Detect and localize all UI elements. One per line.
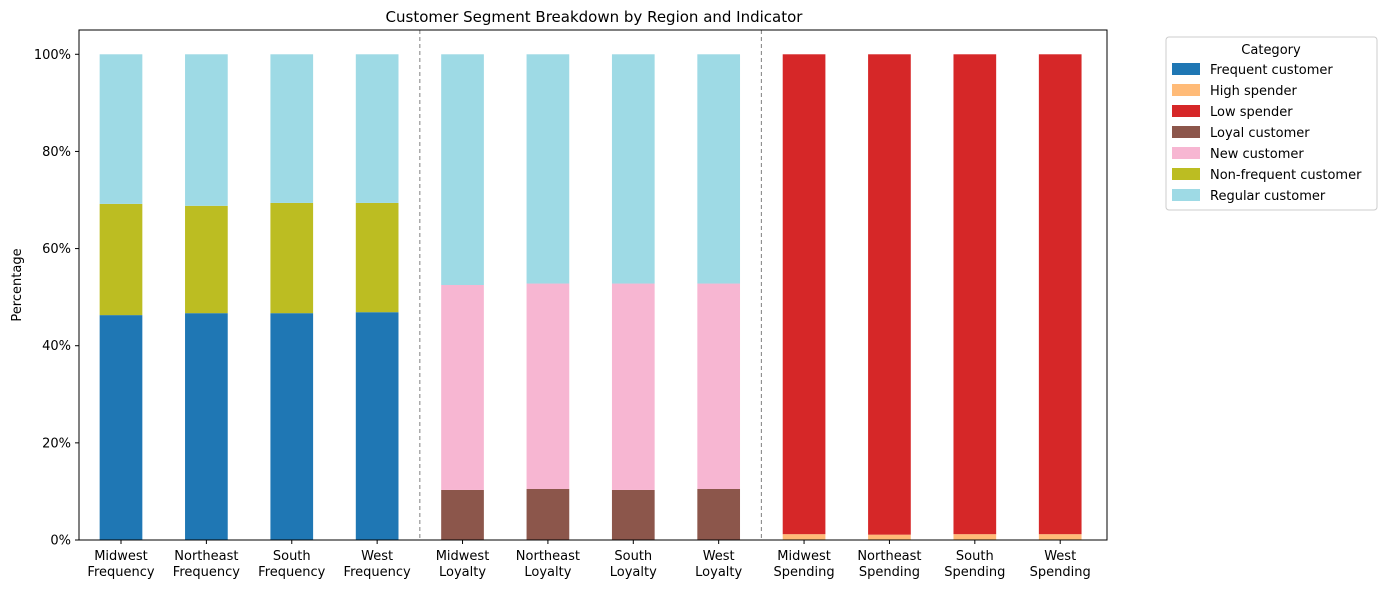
legend-swatch: [1172, 63, 1200, 75]
x-tick-label: West Spending: [1030, 549, 1091, 580]
legend-label: Loyal customer: [1210, 126, 1310, 141]
bar-segment: [1038, 54, 1082, 535]
legend-swatch: [1172, 84, 1200, 96]
x-tick-label: Midwest Spending: [774, 549, 835, 580]
bar-segment: [526, 283, 570, 489]
legend-swatch: [1172, 168, 1200, 180]
y-tick-label: 100%: [34, 48, 71, 63]
chart-title: Customer Segment Breakdown by Region and…: [386, 8, 804, 26]
x-axis: Midwest Frequency Northeast Frequency South F…: [87, 540, 1091, 580]
plot-frame: [78, 29, 1108, 541]
bar-segment: [185, 54, 228, 206]
y-tick-label: 20%: [42, 436, 71, 451]
bar-segment: [270, 54, 314, 203]
bar-segment: [185, 313, 228, 540]
legend: Category Frequent customer High spender Lo…: [1165, 36, 1378, 211]
legend-label: High spender: [1210, 84, 1298, 99]
bar-segment: [868, 54, 911, 535]
x-tick-label: West Loyalty: [695, 549, 742, 580]
legend-items: Frequent customer High spender Low spender…: [1172, 63, 1362, 204]
y-tick-label: 40%: [42, 339, 71, 354]
bar-segment: [611, 54, 655, 284]
bar-segment: [185, 205, 228, 314]
x-tick-label: Northeast Loyalty: [516, 549, 580, 580]
bar-segment: [441, 489, 484, 540]
legend-swatch: [1172, 189, 1200, 201]
legend-title: Category: [1241, 43, 1301, 58]
bar-segment: [270, 202, 314, 314]
bar-segment: [355, 54, 399, 203]
x-tick-label: Midwest Frequency: [87, 549, 154, 580]
x-tick-label: South Spending: [944, 549, 1005, 580]
x-tick-label: South Frequency: [258, 549, 325, 580]
bar-segment: [99, 203, 143, 316]
bar-segment: [697, 283, 741, 489]
legend-swatch: [1172, 126, 1200, 138]
y-tick-label: 60%: [42, 242, 71, 257]
y-tick-label: 80%: [42, 145, 71, 160]
x-tick-label: South Loyalty: [610, 549, 657, 580]
x-tick-label: Northeast Spending: [857, 549, 921, 580]
bar-segment: [697, 54, 741, 284]
bar-segment: [355, 202, 399, 313]
bar-segment: [99, 315, 143, 540]
x-tick-label: Northeast Frequency: [173, 549, 240, 580]
bar-segment: [270, 313, 314, 540]
bar-segment: [868, 534, 911, 540]
bar-segment: [953, 534, 997, 540]
legend-label: Low spender: [1210, 105, 1293, 120]
legend-label: Regular customer: [1210, 189, 1326, 204]
x-tick-label: Midwest Loyalty: [436, 549, 490, 580]
bars-layer: [99, 54, 1082, 540]
bar-segment: [526, 489, 570, 540]
legend-swatch: [1172, 105, 1200, 117]
bar-segment: [611, 489, 655, 540]
bar-segment: [441, 285, 484, 490]
bar-segment: [611, 283, 655, 490]
bar-segment: [697, 489, 741, 540]
y-axis-label: Percentage: [10, 248, 25, 321]
bar-segment: [953, 54, 997, 535]
group-separators: [419, 30, 762, 540]
bar-segment: [782, 54, 826, 535]
legend-label: Frequent customer: [1210, 63, 1333, 78]
bar-segment: [355, 312, 399, 540]
bar-segment: [526, 54, 570, 284]
legend-label: Non-frequent customer: [1210, 168, 1362, 183]
legend-box: [1165, 36, 1378, 211]
bar-segment: [1038, 534, 1082, 540]
legend-label: New customer: [1210, 147, 1304, 162]
y-axis: 0% 20% 40% 60% 80% 100%: [34, 48, 79, 549]
bar-segment: [441, 54, 484, 285]
legend-swatch: [1172, 147, 1200, 159]
y-tick-label: 0%: [50, 534, 71, 549]
bar-segment: [99, 54, 143, 204]
x-tick-label: West Frequency: [344, 549, 411, 580]
bar-segment: [782, 534, 826, 540]
